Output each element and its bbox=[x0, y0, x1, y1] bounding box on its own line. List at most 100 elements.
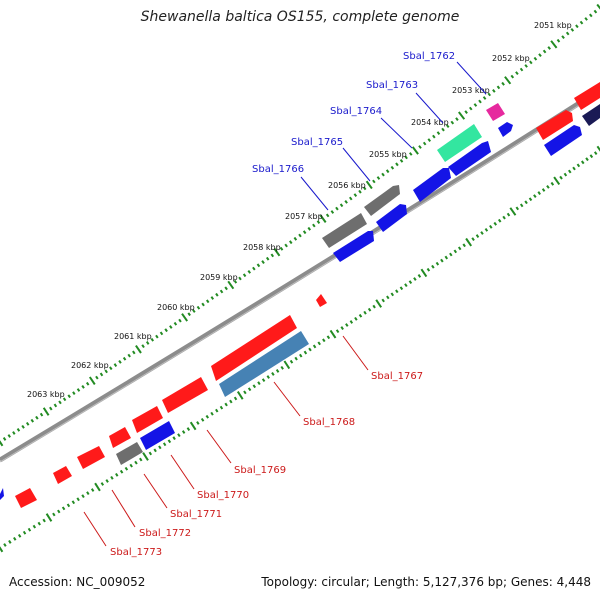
minor-tick bbox=[37, 521, 41, 526]
gene-forward[interactable] bbox=[376, 204, 407, 232]
minor-tick bbox=[533, 194, 537, 198]
reverse-genes bbox=[0, 294, 327, 508]
minor-tick bbox=[480, 231, 484, 235]
minor-tick bbox=[431, 264, 435, 269]
minor-tick bbox=[348, 196, 353, 201]
minor-tick bbox=[110, 475, 114, 480]
minor-tick bbox=[487, 92, 491, 97]
minor-tick bbox=[358, 189, 362, 194]
gene-reverse[interactable] bbox=[0, 488, 4, 500]
gene-sbal-1773[interactable] bbox=[53, 466, 72, 484]
minor-tick bbox=[224, 286, 228, 291]
minor-tick bbox=[529, 60, 533, 65]
minor-tick bbox=[233, 279, 238, 284]
gene-label[interactable]: Sbal_1766 bbox=[252, 164, 304, 175]
gene-sbal-1770[interactable] bbox=[140, 421, 175, 450]
major-tick bbox=[42, 407, 50, 416]
gene-forward[interactable] bbox=[582, 104, 600, 126]
minor-tick bbox=[492, 89, 496, 93]
tick-label: 2053 kbp bbox=[452, 86, 490, 95]
gene-label[interactable]: Sbal_1772 bbox=[139, 528, 191, 539]
minor-tick bbox=[261, 260, 265, 264]
gene-forward[interactable] bbox=[333, 231, 374, 262]
minor-tick bbox=[422, 141, 427, 146]
gene-label[interactable]: Sbal_1767 bbox=[371, 371, 423, 382]
minor-tick bbox=[109, 366, 113, 371]
gene-label[interactable]: Sbal_1768 bbox=[303, 417, 355, 428]
minor-tick bbox=[556, 38, 561, 43]
reverse-leaders bbox=[83, 335, 369, 547]
minor-tick bbox=[575, 24, 579, 29]
minor-tick bbox=[593, 9, 598, 14]
minor-tick bbox=[215, 408, 219, 413]
minor-tick bbox=[303, 350, 308, 355]
minor-tick bbox=[363, 310, 367, 315]
minor-tick bbox=[72, 391, 76, 395]
minor-tick bbox=[316, 220, 321, 224]
minor-tick bbox=[340, 326, 344, 330]
major-tick bbox=[88, 376, 96, 385]
gene-forward[interactable] bbox=[536, 110, 573, 140]
gene-forward[interactable] bbox=[544, 125, 582, 156]
gene-reverse[interactable] bbox=[132, 406, 163, 433]
gene-sbal-1769[interactable] bbox=[211, 315, 297, 381]
minor-tick bbox=[572, 166, 576, 171]
gene-forward[interactable] bbox=[448, 141, 491, 176]
tick-label: 2061 kbp bbox=[114, 332, 152, 341]
gene-sbal-1763[interactable] bbox=[437, 124, 482, 162]
tick-label: 2063 kbp bbox=[27, 390, 65, 399]
gene-sbal-1762[interactable] bbox=[486, 103, 505, 121]
forward-labels: Sbal_1762 Sbal_1763 Sbal_1764 Sbal_1765 … bbox=[252, 51, 455, 175]
minor-tick bbox=[440, 258, 444, 263]
leader-line bbox=[273, 381, 301, 417]
minor-tick bbox=[205, 299, 210, 304]
minor-tick bbox=[585, 157, 589, 162]
gene-sbal-1768[interactable] bbox=[219, 331, 309, 397]
minor-tick bbox=[150, 337, 155, 342]
minor-tick bbox=[354, 316, 358, 321]
minor-tick bbox=[381, 172, 385, 177]
gene-reverse[interactable] bbox=[15, 488, 37, 508]
minor-tick bbox=[399, 286, 404, 291]
gene-sbal-1764[interactable] bbox=[413, 168, 451, 202]
minor-tick bbox=[196, 305, 201, 310]
minor-tick bbox=[141, 344, 145, 349]
gene-label[interactable]: Sbal_1769 bbox=[234, 465, 286, 476]
minor-tick bbox=[339, 203, 344, 208]
gene-sbal-1767[interactable] bbox=[316, 294, 327, 307]
gene-sbal-1771[interactable] bbox=[116, 442, 143, 465]
minor-tick bbox=[449, 252, 453, 257]
gene-label[interactable]: Sbal_1771 bbox=[170, 509, 222, 520]
tick-label: 2052 kbp bbox=[492, 54, 530, 63]
minor-tick bbox=[8, 539, 12, 544]
minor-tick bbox=[271, 372, 275, 376]
minor-tick bbox=[104, 369, 108, 374]
gene-sbal-1765[interactable] bbox=[364, 185, 400, 216]
minor-tick bbox=[445, 124, 450, 129]
minor-tick bbox=[2, 437, 7, 441]
gene-label[interactable]: Sbal_1762 bbox=[403, 51, 455, 62]
gene-forward[interactable] bbox=[574, 82, 600, 110]
minor-tick bbox=[270, 253, 275, 258]
minor-tick bbox=[473, 103, 478, 107]
gene-forward[interactable] bbox=[498, 122, 513, 137]
gene-label[interactable]: Sbal_1770 bbox=[197, 490, 249, 501]
minor-tick bbox=[13, 536, 17, 541]
gene-reverse[interactable] bbox=[162, 377, 208, 413]
gene-sbal-1772[interactable] bbox=[109, 427, 131, 448]
gene-reverse[interactable] bbox=[77, 446, 105, 469]
gene-label[interactable]: Sbal_1773 bbox=[110, 547, 162, 558]
gene-label[interactable]: Sbal_1764 bbox=[330, 106, 382, 117]
minor-tick bbox=[469, 106, 473, 111]
gene-sbal-1766[interactable] bbox=[322, 213, 367, 248]
minor-tick bbox=[576, 163, 581, 168]
major-tick bbox=[236, 391, 244, 400]
gene-label[interactable]: Sbal_1763 bbox=[366, 80, 418, 91]
minor-tick bbox=[484, 228, 489, 232]
gene-label[interactable]: Sbal_1765 bbox=[291, 137, 343, 148]
minor-tick bbox=[25, 421, 30, 426]
minor-tick bbox=[326, 335, 331, 340]
minor-tick bbox=[372, 304, 376, 309]
major-tick bbox=[365, 180, 373, 190]
major-tick bbox=[45, 513, 53, 522]
